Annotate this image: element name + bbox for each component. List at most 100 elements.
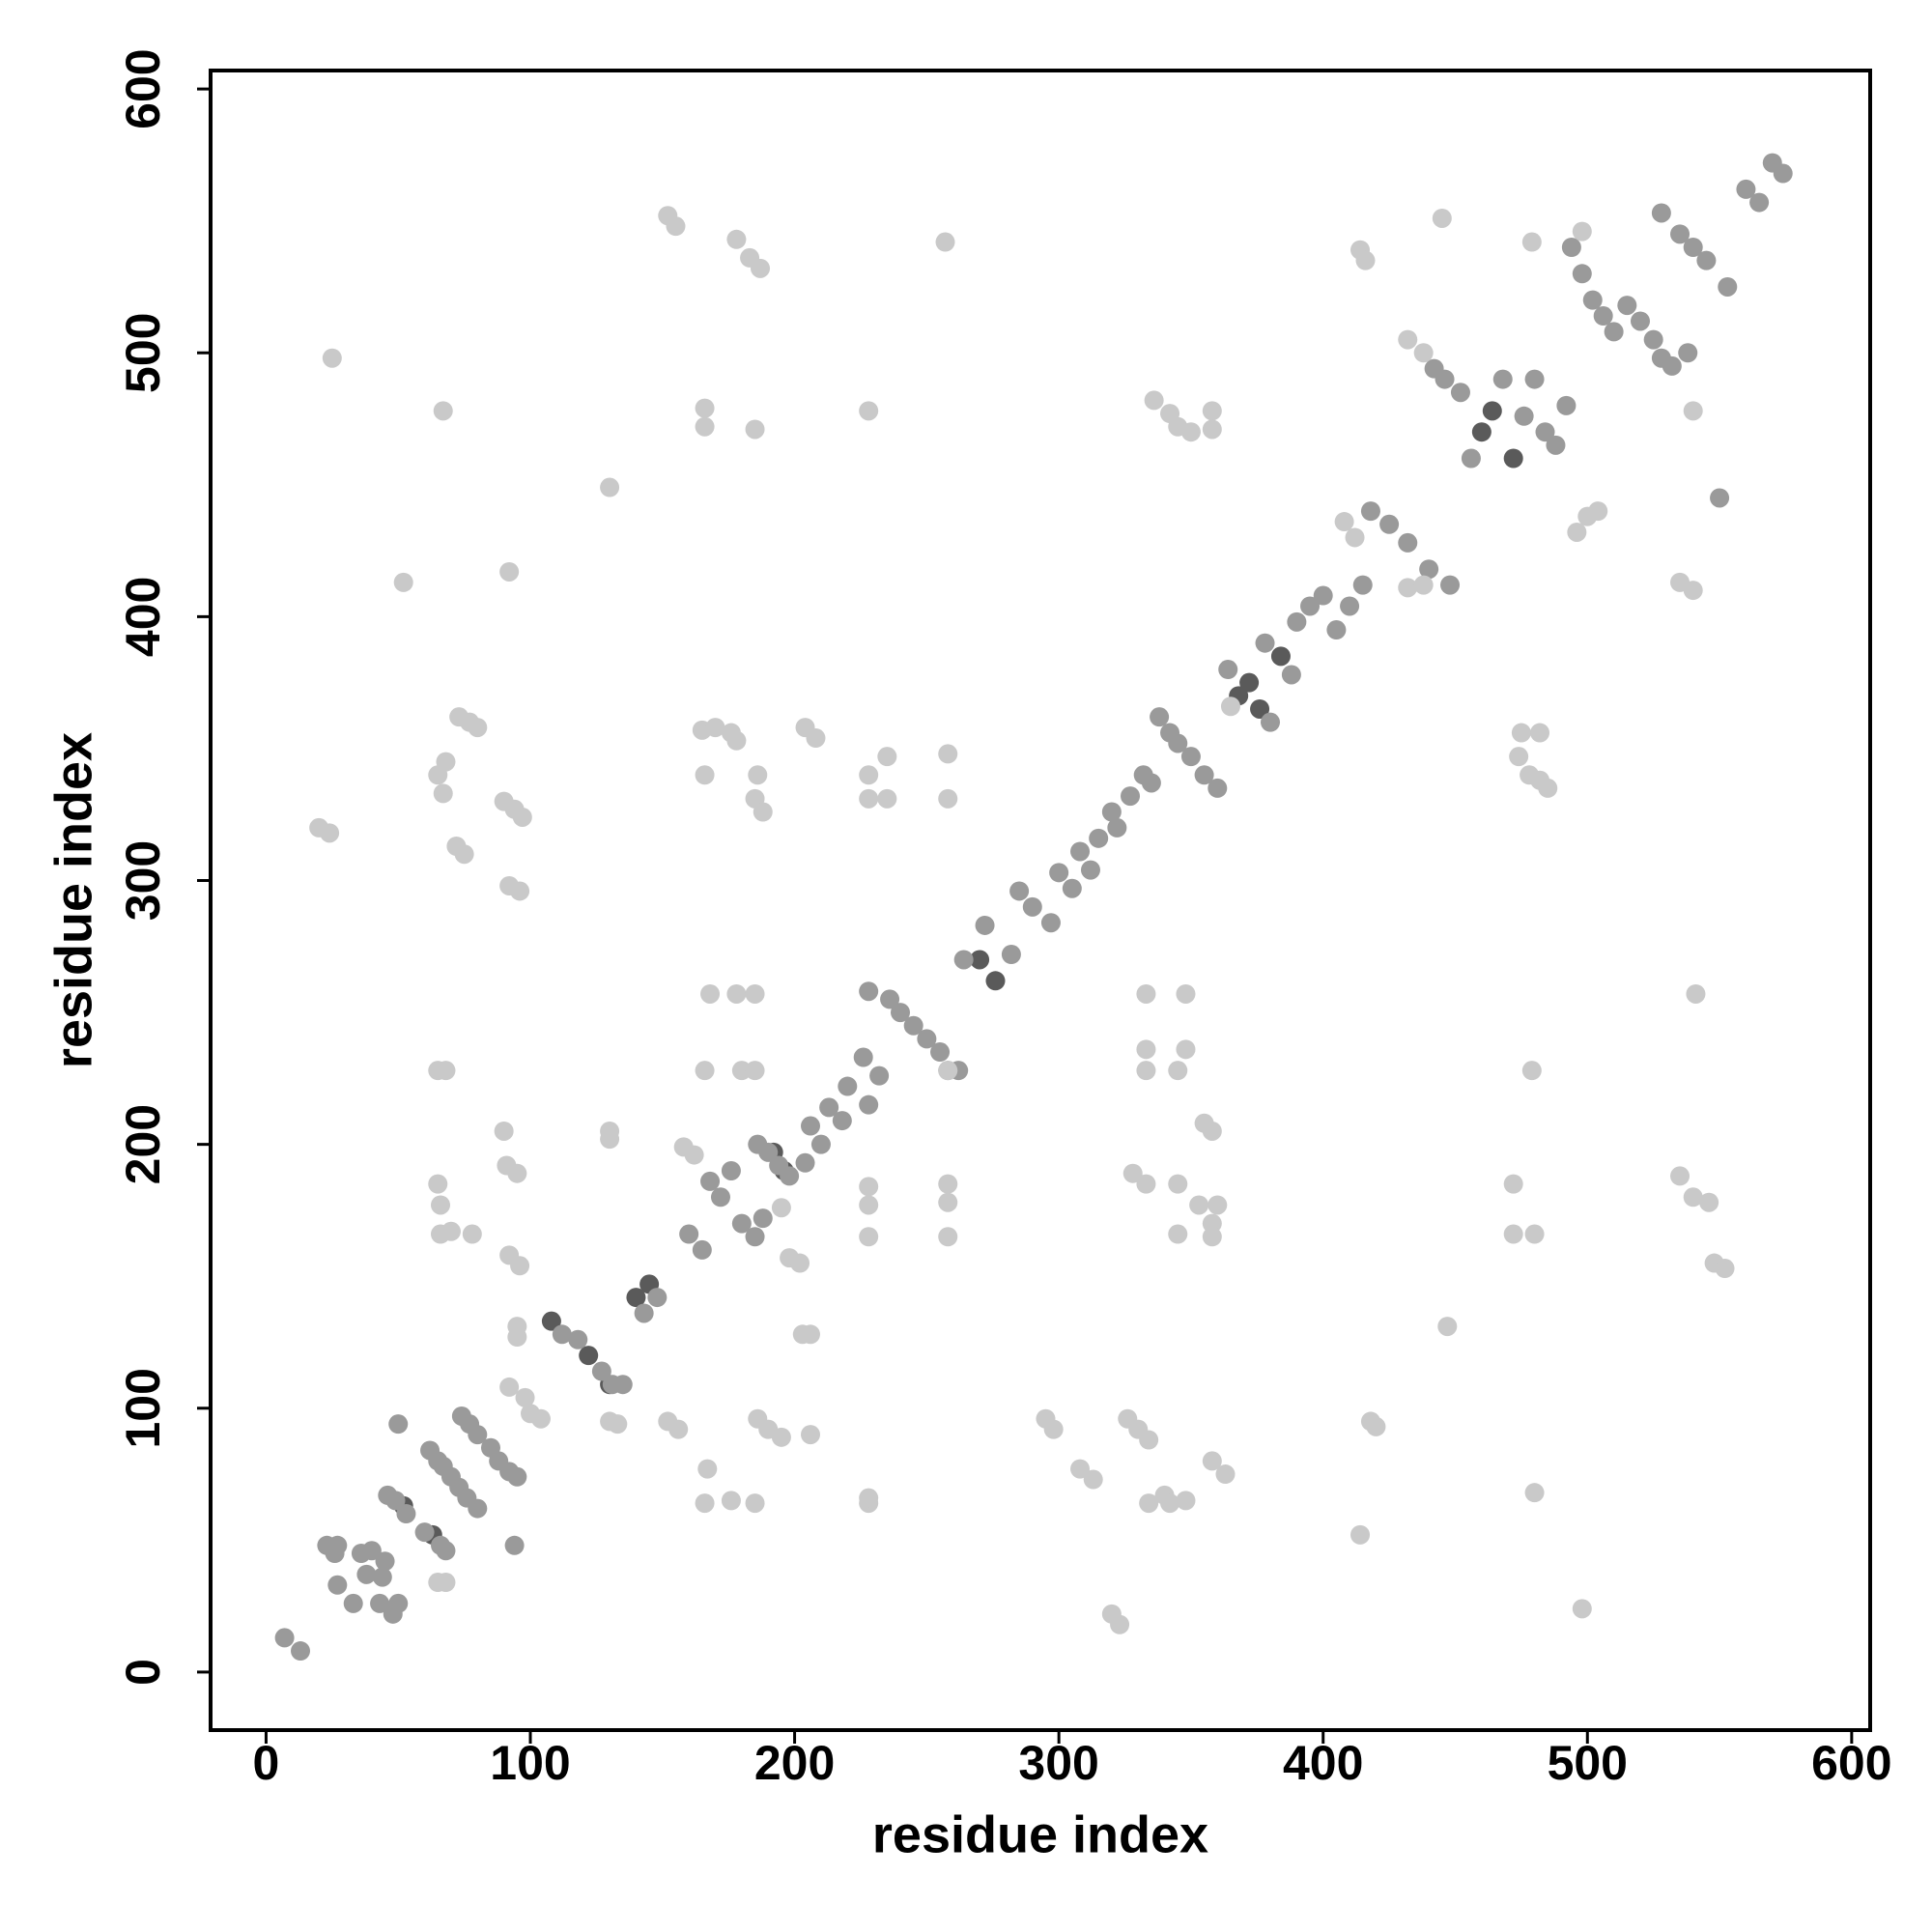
- contact-point: [568, 1329, 588, 1350]
- contact-point: [1572, 1599, 1592, 1619]
- contact-point: [1398, 578, 1418, 598]
- contact-point: [1194, 765, 1214, 785]
- contact-point: [552, 1324, 572, 1345]
- contact-point: [810, 1134, 831, 1154]
- contact-point: [1398, 329, 1418, 350]
- contact-point: [1250, 698, 1270, 719]
- contact-point: [1521, 1061, 1542, 1081]
- contact-point: [510, 1256, 530, 1276]
- contact-point: [468, 1425, 488, 1445]
- contact-point: [1482, 401, 1502, 421]
- contact-point: [1136, 1039, 1156, 1060]
- contact-point: [1208, 778, 1228, 798]
- contact-point: [1683, 237, 1703, 257]
- contact-point: [1089, 828, 1109, 848]
- contact-point: [600, 477, 620, 497]
- contact-point: [1678, 343, 1698, 363]
- contact-point: [1440, 575, 1461, 595]
- x-axis-label: residue index: [872, 1805, 1208, 1863]
- contact-point: [1189, 1195, 1209, 1215]
- contact-point: [428, 1174, 448, 1194]
- y-tick-label: 0: [116, 1659, 170, 1686]
- contact-point: [507, 1327, 527, 1348]
- contact-point: [591, 1361, 611, 1381]
- contact-point: [1176, 1039, 1196, 1060]
- contact-point: [1168, 1174, 1188, 1194]
- contact-point: [396, 1504, 416, 1524]
- contact-point: [388, 1593, 409, 1613]
- contact-point: [1122, 1163, 1143, 1183]
- contact-point: [1202, 419, 1222, 440]
- contact-point: [1710, 488, 1730, 508]
- contact-point: [436, 1061, 456, 1081]
- contact-point: [745, 419, 765, 440]
- contact-point: [375, 1551, 395, 1572]
- contact-point: [780, 1166, 800, 1186]
- contact-point: [1009, 881, 1030, 901]
- contact-point: [433, 783, 453, 804]
- contact-point: [1572, 221, 1592, 242]
- contact-point: [935, 232, 955, 252]
- contact-point: [1208, 1195, 1228, 1215]
- x-tick-label: 400: [1283, 1736, 1363, 1790]
- contact-point: [938, 1227, 958, 1247]
- contact-point: [1101, 802, 1122, 822]
- contact-point: [1593, 306, 1613, 327]
- contact-point: [1450, 383, 1470, 403]
- contact-point: [541, 1311, 561, 1331]
- contact-point: [985, 971, 1006, 991]
- contact-point: [853, 1047, 873, 1067]
- contact-point: [1352, 575, 1373, 595]
- contact-point: [710, 1187, 730, 1208]
- contact-point: [1773, 163, 1793, 184]
- contact-point: [440, 1221, 461, 1241]
- contact-point: [325, 1544, 345, 1564]
- contact-point: [1121, 786, 1141, 807]
- contact-point: [771, 1427, 791, 1447]
- contact-point: [462, 1224, 482, 1244]
- contact-point: [1582, 290, 1603, 310]
- contact-point: [1511, 723, 1531, 743]
- contact-point: [1617, 296, 1637, 316]
- contact-point: [468, 1498, 488, 1519]
- contact-point: [1202, 1227, 1222, 1247]
- contact-point: [1572, 264, 1592, 284]
- contact-point: [695, 765, 715, 785]
- contact-point: [1215, 1464, 1236, 1485]
- contact-point: [877, 788, 897, 809]
- contact-point: [1049, 863, 1069, 883]
- contact-point: [1180, 747, 1201, 767]
- contact-point: [1202, 1451, 1222, 1471]
- contact-point: [1699, 1192, 1719, 1212]
- contact-point: [1503, 1174, 1523, 1194]
- contact-point: [494, 1121, 514, 1141]
- contact-point: [903, 1015, 923, 1036]
- contact-point: [1530, 723, 1550, 743]
- contact-point: [385, 1491, 406, 1511]
- contact-point: [1062, 878, 1082, 898]
- contact-point: [1686, 983, 1706, 1004]
- contact-point: [361, 1541, 382, 1561]
- contact-point: [1366, 1416, 1386, 1436]
- contact-point: [1419, 559, 1439, 580]
- contact-point: [726, 983, 747, 1004]
- contact-point: [274, 1628, 295, 1648]
- contact-point: [1160, 1493, 1180, 1514]
- contact-point: [1261, 712, 1281, 732]
- contact-point: [1220, 696, 1240, 717]
- contact-point: [838, 1076, 858, 1096]
- contact-point: [859, 1227, 879, 1247]
- contact-point: [468, 718, 488, 738]
- contact-point: [1110, 1614, 1130, 1634]
- contact-point: [1150, 707, 1170, 727]
- contact-point: [745, 1227, 765, 1247]
- contact-point: [507, 1163, 527, 1183]
- contact-point: [1670, 224, 1690, 244]
- contact-point: [1334, 512, 1354, 532]
- contact-point: [1556, 395, 1577, 415]
- contact-point: [692, 1239, 712, 1260]
- contact-point: [679, 1224, 699, 1244]
- contact-point: [721, 1160, 741, 1180]
- contact-point: [1022, 896, 1042, 917]
- contact-point: [1588, 501, 1608, 522]
